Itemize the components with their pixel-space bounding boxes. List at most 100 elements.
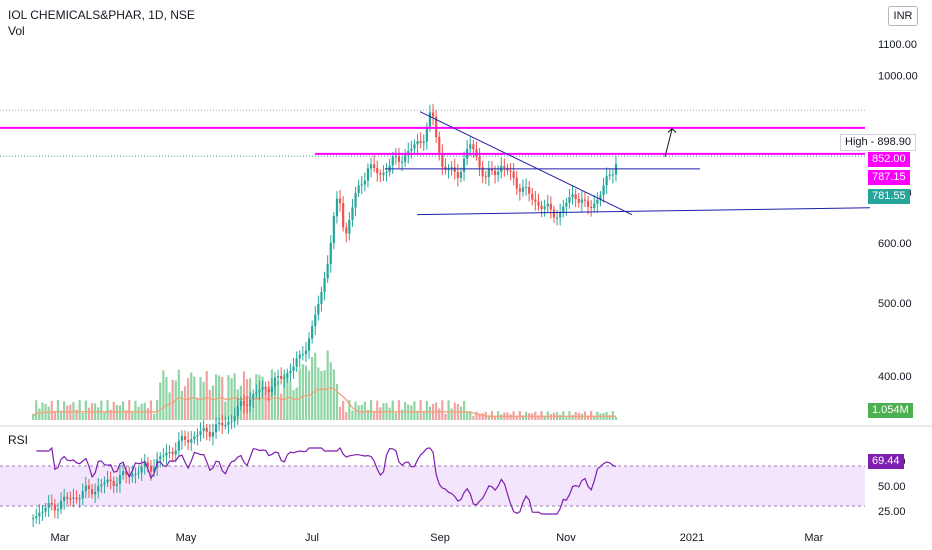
volume-bar xyxy=(298,368,301,420)
target-arrow-head xyxy=(667,127,677,133)
candle-body xyxy=(218,422,221,425)
volume-bar xyxy=(261,376,264,420)
price-tick-label: 400.00 xyxy=(878,371,912,383)
volume-bar xyxy=(75,409,78,420)
candle-body xyxy=(422,141,425,143)
x-axis-label: Mar xyxy=(51,532,70,544)
volume-bar xyxy=(487,415,490,420)
volume-bar xyxy=(53,411,56,420)
candle-body xyxy=(35,516,38,519)
volume-bar xyxy=(360,404,363,420)
volume-bar xyxy=(273,383,277,420)
candle-body xyxy=(236,406,239,417)
candle-body xyxy=(131,474,134,477)
candle-body xyxy=(103,482,106,485)
volume-bar xyxy=(450,408,453,420)
candle-body xyxy=(317,303,320,315)
volume-bar xyxy=(267,386,270,420)
volume-bar xyxy=(413,401,416,420)
volume-bar xyxy=(292,390,295,420)
candle-body xyxy=(459,171,463,178)
candle-body xyxy=(227,421,230,425)
volume-bar xyxy=(134,400,137,420)
volume-bar xyxy=(152,413,156,420)
candle-body xyxy=(242,401,246,405)
volume-bar xyxy=(199,377,202,420)
volume-bar xyxy=(233,373,236,420)
chart-header: IOL CHEMICALS&PHAR, 1D, NSE Vol xyxy=(8,8,195,38)
rsi-line xyxy=(36,446,617,515)
volume-bar xyxy=(106,400,109,420)
x-axis-label: May xyxy=(176,532,197,544)
candle-body xyxy=(255,392,258,394)
volume-bar xyxy=(391,400,394,420)
volume-bar xyxy=(518,411,521,420)
volume-bar xyxy=(289,380,292,420)
volume-bar xyxy=(490,411,494,420)
volume-bar xyxy=(469,411,472,420)
currency-button[interactable]: INR xyxy=(888,6,918,26)
x-axis-label: Nov xyxy=(556,532,576,544)
candle-body xyxy=(202,427,205,432)
candle-body xyxy=(66,496,69,499)
descending-trendline xyxy=(419,111,633,216)
candle-body xyxy=(555,217,559,219)
candle-body xyxy=(273,377,277,387)
volume-bar xyxy=(177,369,180,420)
candle-body xyxy=(264,386,267,390)
candle-body xyxy=(109,479,112,481)
candle-body xyxy=(106,479,109,483)
volume-bar xyxy=(404,401,407,420)
candle-body xyxy=(171,452,174,455)
volume-bar xyxy=(47,406,50,420)
candle-body xyxy=(177,440,180,451)
candle-body xyxy=(258,389,261,393)
resistance-badge: 852.00 xyxy=(868,152,910,167)
candle-body xyxy=(351,207,354,220)
volume-bar xyxy=(121,401,125,420)
candle-body xyxy=(329,242,332,264)
candle-body xyxy=(441,152,444,167)
volume-bar xyxy=(422,411,425,420)
candle-body xyxy=(214,424,218,433)
candle-body xyxy=(59,500,63,510)
volume-bar xyxy=(304,365,308,420)
candle-body xyxy=(363,180,366,185)
candle-body xyxy=(115,483,118,486)
candle-body xyxy=(97,486,100,492)
candle-body xyxy=(580,199,583,203)
x-axis-label: Jul xyxy=(305,532,319,544)
volume-bar xyxy=(419,400,422,420)
candle-body xyxy=(534,199,537,202)
volume-bar xyxy=(608,415,611,420)
volume-bar xyxy=(369,400,373,420)
candle-body xyxy=(531,193,534,200)
volume-bar xyxy=(416,410,419,420)
rsi-tick-label: 25.00 xyxy=(878,506,906,518)
x-axis-label: Sep xyxy=(430,532,450,544)
candle-body xyxy=(413,144,416,149)
candle-body xyxy=(301,354,304,356)
volume-bar xyxy=(462,400,466,420)
candle-body xyxy=(180,436,184,441)
candle-body xyxy=(574,194,577,200)
volume-bar xyxy=(156,400,159,420)
volume-bar xyxy=(472,415,475,420)
candle-body xyxy=(528,187,531,194)
volume-bar xyxy=(208,389,211,420)
volume-bar xyxy=(459,406,463,420)
candle-body xyxy=(366,168,370,181)
volume-bar xyxy=(193,376,196,420)
candle-body xyxy=(552,209,556,218)
candle-body xyxy=(159,456,162,460)
volume-bar xyxy=(320,370,323,420)
candle-body xyxy=(187,439,190,443)
volume-bar xyxy=(481,413,484,420)
candle-body xyxy=(41,511,44,513)
price-tick-label: 600.00 xyxy=(878,238,912,250)
volume-bar xyxy=(32,414,35,420)
candle-body xyxy=(199,431,202,436)
volume-bar xyxy=(428,406,432,420)
volume-bar xyxy=(497,411,500,420)
